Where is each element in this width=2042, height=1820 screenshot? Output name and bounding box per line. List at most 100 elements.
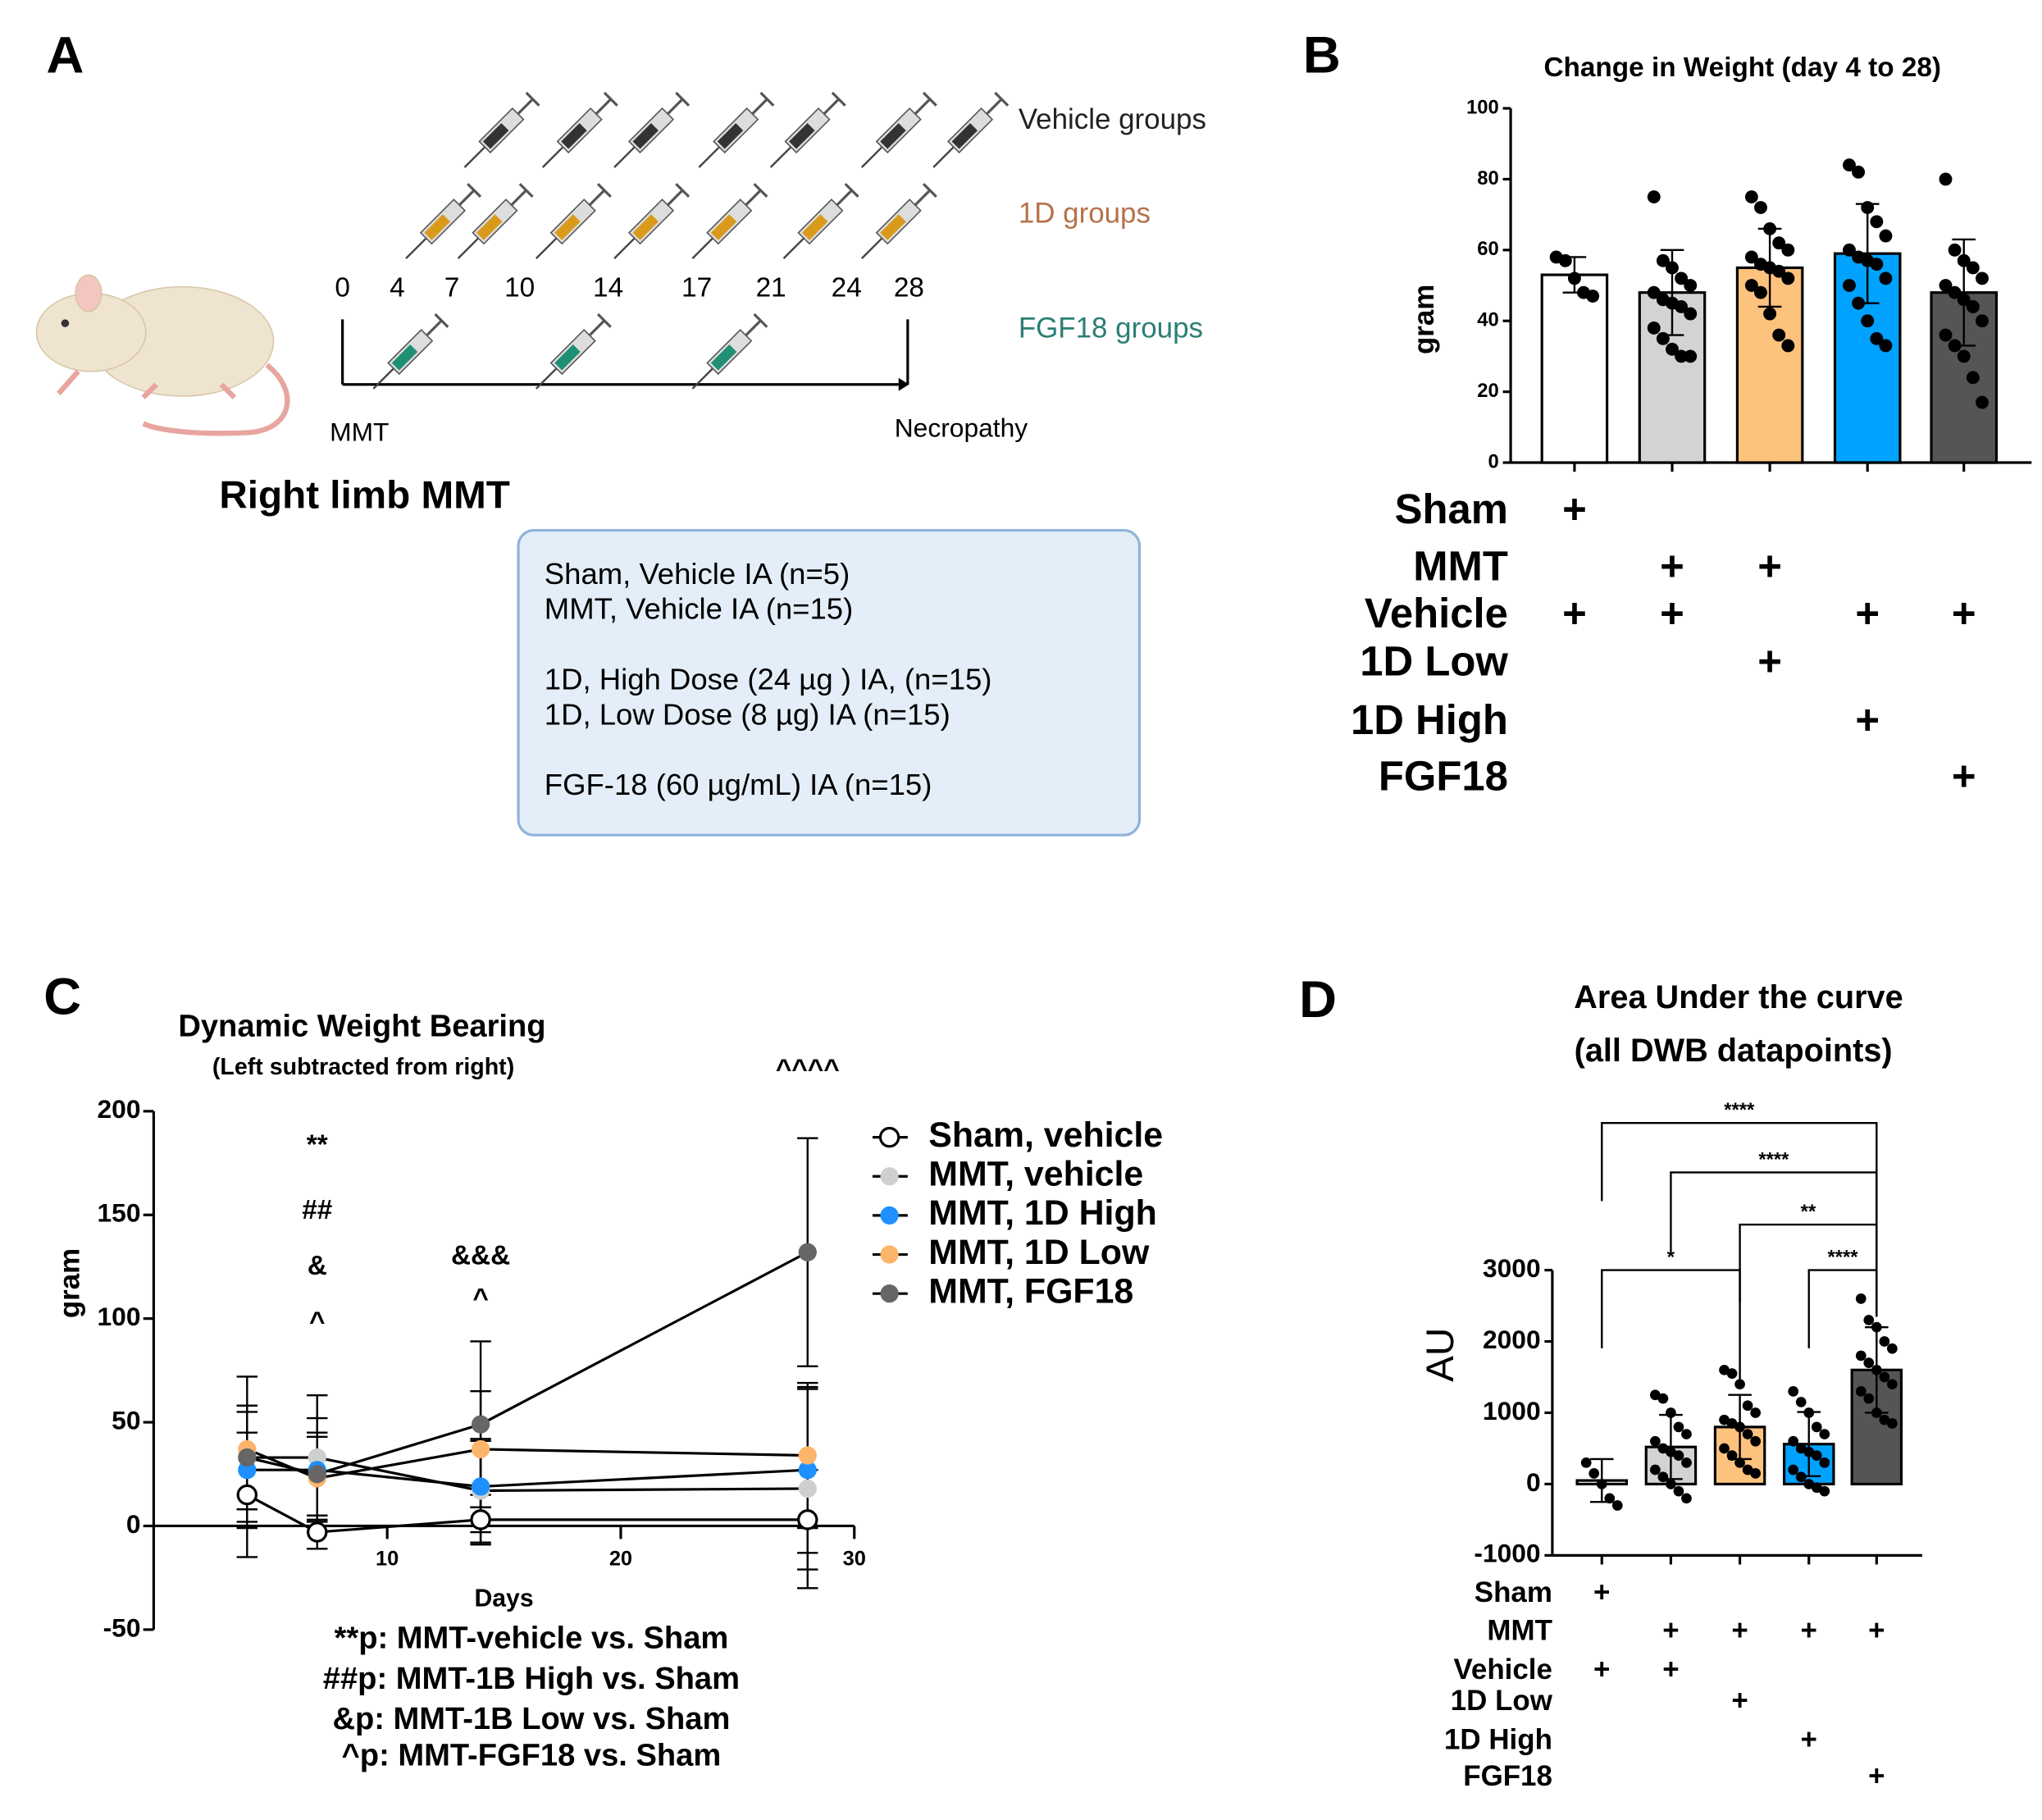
data-point	[1666, 342, 1679, 356]
data-point	[238, 1448, 257, 1467]
syringe	[932, 91, 1010, 168]
data-point	[1811, 1421, 1822, 1433]
data-point	[1788, 1386, 1799, 1397]
design-mark: +	[1662, 1654, 1679, 1685]
syringe-needle	[691, 237, 713, 259]
data-point	[1861, 314, 1875, 328]
syringe-needle	[698, 146, 720, 168]
syringe-fluid	[880, 214, 906, 240]
syringe-fluid	[482, 123, 509, 149]
syringe-fluid	[391, 344, 418, 371]
significance-label: ****	[1827, 1247, 1858, 1269]
data-point	[1772, 264, 1786, 278]
syringe-needle	[860, 146, 883, 168]
design-label: 1D Low	[1360, 638, 1508, 685]
syringe	[541, 91, 618, 168]
syringe-handle	[753, 312, 768, 328]
x-axis-label: Days	[475, 1585, 534, 1612]
data-point	[1650, 1435, 1661, 1447]
annotation: ##	[302, 1195, 332, 1225]
annotation: ^^^^	[776, 1054, 840, 1084]
syringe-fluid	[554, 214, 581, 240]
syringe-fluid	[632, 123, 659, 149]
day-label: 0	[335, 273, 350, 303]
data-point	[1879, 339, 1893, 353]
syringe-handle	[518, 183, 534, 198]
significance-label: *	[1667, 1247, 1675, 1269]
syringe	[691, 312, 768, 390]
data-point	[1781, 339, 1795, 353]
design-mark: +	[1868, 1614, 1885, 1646]
significance-label: ****	[1758, 1148, 1789, 1170]
syringe-needle	[463, 146, 486, 168]
annotation: ^	[472, 1284, 488, 1314]
data-point	[1957, 253, 1971, 267]
significance-bracket	[1670, 1171, 1878, 1317]
footnote: &p: MMT-1B Low vs. Sham	[332, 1702, 730, 1736]
syringe-plunger	[458, 189, 476, 207]
data-point	[1657, 1471, 1669, 1483]
y-tick-label: -1000	[1474, 1539, 1540, 1568]
legend-box	[517, 529, 1142, 837]
syringe-plunger	[426, 319, 443, 336]
data-point	[1580, 1457, 1592, 1468]
caption: Right limb MMT	[219, 473, 509, 517]
data-point	[1647, 321, 1661, 335]
data-point	[798, 1461, 817, 1480]
syringe-handle	[603, 91, 618, 107]
data-point	[1742, 1464, 1753, 1476]
data-point	[1681, 1457, 1692, 1468]
panel-label: A	[46, 26, 84, 84]
data-point	[1811, 1450, 1822, 1461]
syringe-plunger	[745, 319, 762, 336]
y-tick-label: 0	[1488, 450, 1499, 472]
syringe	[860, 183, 937, 259]
syringe-handle	[922, 91, 937, 107]
data-point	[1772, 236, 1786, 250]
x-tick-label: 20	[609, 1547, 632, 1570]
data-point	[471, 1415, 490, 1434]
data-point	[1596, 1479, 1607, 1489]
significance-bracket	[1807, 1269, 1878, 1348]
syringe-plunger	[588, 189, 606, 207]
design-mark: +	[1660, 543, 1684, 590]
data-point	[1734, 1421, 1745, 1433]
y-tick-label: 0	[1526, 1467, 1541, 1497]
data-point	[1781, 271, 1795, 285]
design-mark: +	[1801, 1614, 1817, 1646]
design-mark: +	[1660, 590, 1684, 636]
y-axis-label: gram	[54, 1248, 86, 1318]
data-point	[1750, 1435, 1761, 1447]
design-mark: +	[1757, 638, 1782, 685]
data-point	[1843, 243, 1856, 257]
y-tick-label: 60	[1477, 238, 1499, 260]
data-point	[1871, 1407, 1882, 1418]
y-tick-label: 50	[112, 1405, 140, 1435]
syringe-plunger	[667, 98, 684, 115]
syringe-handle	[831, 91, 846, 107]
timeline-start-label: MMT	[330, 417, 389, 446]
data-point	[1843, 279, 1856, 292]
syringe-needle	[541, 146, 564, 168]
design-mark: +	[1757, 543, 1782, 590]
data-point	[1657, 1393, 1669, 1404]
data-point	[1795, 1397, 1807, 1407]
y-tick-label: -50	[103, 1612, 141, 1642]
legend-line: Sham, Vehicle IA (n=5)	[545, 557, 850, 591]
data-point	[1675, 349, 1689, 363]
annotation: &	[308, 1251, 327, 1281]
data-point	[1966, 300, 1980, 313]
data-point	[1611, 1500, 1623, 1511]
series-line	[247, 1468, 808, 1489]
data-point	[1734, 1457, 1745, 1468]
y-tick-label: 1000	[1483, 1396, 1541, 1425]
data-point	[1861, 201, 1875, 214]
design-label: FGF18	[1379, 752, 1508, 799]
data-point	[471, 1439, 490, 1459]
data-point	[470, 1509, 491, 1530]
legend-marker	[880, 1284, 899, 1303]
day-label: 4	[390, 273, 405, 303]
syringe-plunger	[751, 98, 768, 115]
data-point	[1887, 1343, 1898, 1354]
day-label: 14	[593, 273, 623, 303]
